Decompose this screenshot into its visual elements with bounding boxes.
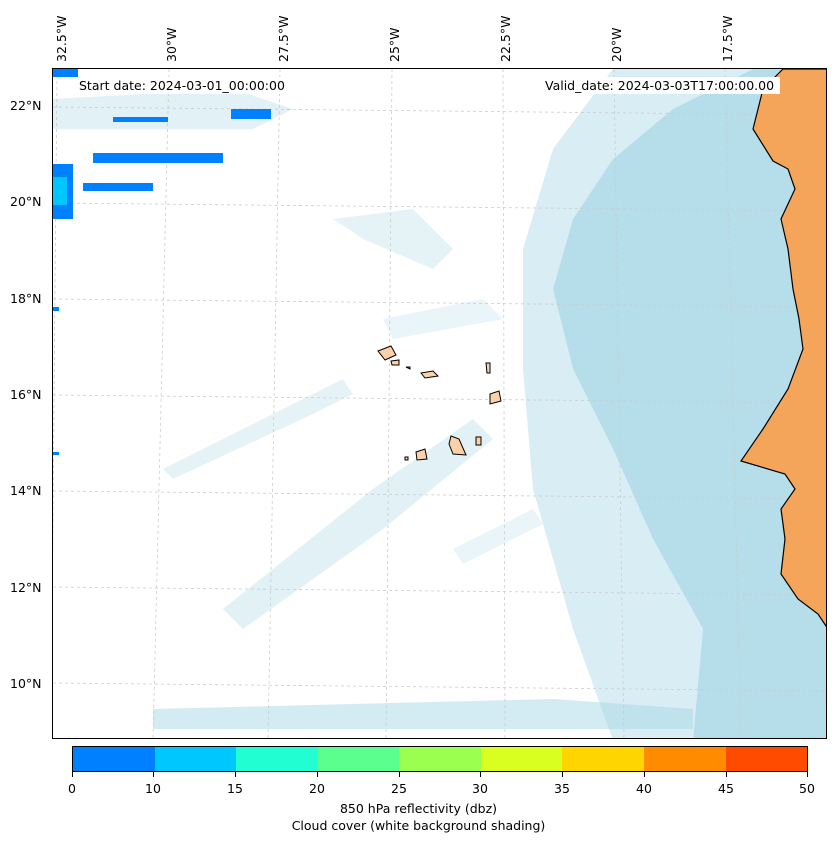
island-santo-antao: [377, 345, 397, 361]
colorbar-tick-label-10: 10: [145, 781, 161, 796]
colorbar-tick: [726, 772, 727, 777]
cloud-streak-4: [383, 299, 503, 339]
cloud-streak-3: [333, 209, 453, 269]
reflectivity-patch: [53, 307, 59, 311]
island-maio: [475, 436, 482, 446]
cape-verde-islands: [377, 345, 502, 461]
island-sao-nicolau: [420, 370, 440, 379]
reflectivity-patch: [53, 177, 67, 205]
colorbar-segment: [73, 747, 155, 771]
valid-date-label: Valid_date: 2024-03-03T17:00:00.00: [539, 77, 781, 94]
start-date-label: Start date: 2024-03-01_00:00:00: [73, 77, 291, 94]
island-brava: [404, 456, 409, 461]
colorbar-tick: [480, 772, 481, 777]
island-santa-luzia: [405, 366, 411, 370]
colorbar-tick-label-25: 25: [391, 781, 407, 796]
lat-label-18n: 18°N: [10, 291, 42, 306]
colorbar-tick: [235, 772, 236, 777]
colorbar-tick-label-40: 40: [636, 781, 652, 796]
cloud-streak-2: [163, 379, 353, 479]
colorbar-tick-label-50: 50: [799, 781, 815, 796]
lat-label-12n: 12°N: [10, 580, 42, 595]
lon-label-27-5w: 27.5°W: [276, 15, 291, 62]
lat-label-20n: 20°N: [10, 194, 42, 209]
lon-label-20w: 20°W: [609, 27, 624, 62]
colorbar-sublabel: Cloud cover (white background shading): [291, 818, 546, 833]
reflectivity-patch: [231, 109, 271, 119]
africa-landmass: [740, 69, 826, 628]
lat-label-22n: 22°N: [10, 98, 42, 113]
lon-label-25w: 25°W: [387, 27, 402, 62]
cloud-band-east-soft: [523, 69, 753, 738]
reflectivity-patch: [83, 183, 153, 191]
colorbar-tick: [72, 772, 73, 777]
colorbar-segment: [643, 747, 726, 771]
colorbar-tick: [153, 772, 154, 777]
colorbar-segment: [317, 747, 400, 771]
reflectivity-patch: [113, 117, 168, 122]
colorbar-tick-label-30: 30: [472, 781, 488, 796]
colorbar-tick: [562, 772, 563, 777]
colorbar-tick-label-15: 15: [227, 781, 243, 796]
island-sal: [485, 362, 491, 374]
island-sao-vicente: [390, 359, 400, 366]
island-santiago: [448, 435, 467, 456]
lon-label-17-5w: 17.5°W: [720, 15, 735, 62]
colorbar-tick: [644, 772, 645, 777]
lon-label-22-5w: 22.5°W: [498, 15, 513, 62]
colorbar-tick: [807, 772, 808, 777]
reflectivity-patch: [53, 452, 59, 455]
gridlines: [53, 69, 826, 738]
cloud-cover-layer: [53, 69, 826, 738]
reflectivity-patch: [53, 69, 78, 77]
colorbar-segment: [725, 747, 808, 771]
lon-label-32-5w: 32.5°W: [54, 15, 69, 62]
colorbar-tick-label-35: 35: [554, 781, 570, 796]
colorbar-segment: [480, 747, 563, 771]
colorbar-segment: [154, 747, 237, 771]
cloud-band-east: [553, 69, 826, 738]
reflectivity-colorbar: [72, 746, 808, 772]
reflectivity-layer: [53, 69, 271, 455]
colorbar-segment: [562, 747, 644, 771]
cloud-streak-south: [153, 699, 693, 729]
cloud-streak-1: [223, 419, 493, 629]
reflectivity-patch: [93, 153, 223, 163]
lon-label-30w: 30°W: [164, 27, 179, 62]
map-canvas: [53, 69, 826, 738]
cloud-streak-5: [453, 509, 543, 564]
island-boa-vista: [489, 390, 502, 405]
lat-label-10n: 10°N: [10, 676, 42, 691]
lat-label-16n: 16°N: [10, 387, 42, 402]
colorbar-tick-label-0: 0: [68, 781, 76, 796]
colorbar-tick: [317, 772, 318, 777]
colorbar-tick: [399, 772, 400, 777]
island-fogo: [415, 448, 428, 461]
colorbar-tick-label-45: 45: [718, 781, 734, 796]
lat-label-14n: 14°N: [10, 483, 42, 498]
colorbar-label: 850 hPa reflectivity (dbz): [339, 801, 498, 816]
map-plot-area[interactable]: [52, 68, 827, 739]
colorbar-tick-label-20: 20: [309, 781, 325, 796]
colorbar-segment: [236, 747, 318, 771]
colorbar-segment: [399, 747, 481, 771]
